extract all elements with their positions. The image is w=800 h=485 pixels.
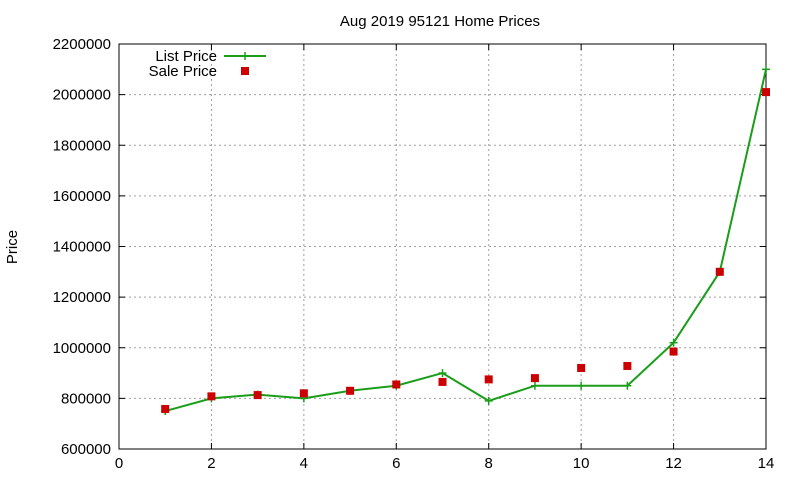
- y-tick-label: 1200000: [53, 289, 111, 306]
- data-point: [762, 65, 770, 74]
- legend-marker: [241, 52, 249, 60]
- data-point: [299, 389, 308, 398]
- data-point: [438, 377, 447, 386]
- chart-title: Aug 2019 95121 Home Prices: [340, 13, 540, 30]
- data-point: [762, 88, 770, 97]
- y-tick-label: 2000000: [53, 87, 111, 104]
- y-tick-label: 1000000: [53, 340, 111, 357]
- data-point: [438, 369, 447, 378]
- series-list-price: [161, 65, 770, 416]
- y-tick-label: 800000: [61, 390, 111, 407]
- x-tick-label: 12: [665, 455, 682, 472]
- y-axis-label: Price: [4, 230, 21, 264]
- y-tick-label: 2200000: [53, 36, 111, 53]
- data-point: [577, 364, 586, 372]
- y-tick-label: 600000: [61, 441, 111, 458]
- data-point: [715, 267, 724, 276]
- y-tick-label: 1600000: [53, 188, 111, 205]
- x-tick-label: 14: [758, 455, 775, 472]
- legend-entry: Sale Price: [149, 63, 249, 80]
- legend-entry: List Price: [155, 48, 266, 65]
- x-tick-label: 0: [115, 455, 123, 472]
- axes: 0 2 4 6 8 10 12 14 600000 800000 1000000 1200000 140…: [53, 36, 775, 472]
- x-tick-label: 6: [392, 455, 400, 472]
- data-point: [669, 338, 678, 347]
- data-series: [161, 65, 770, 416]
- plot-border: [118, 43, 767, 450]
- data-point: [669, 347, 678, 356]
- series-line: [164, 69, 767, 412]
- data-point: [253, 391, 262, 400]
- y-tick-label: 1800000: [53, 137, 111, 154]
- x-tick-label: 4: [300, 455, 308, 472]
- data-point: [346, 386, 355, 395]
- data-point: [161, 405, 170, 414]
- y-tick-label: 1400000: [53, 239, 111, 256]
- series-sale-price: [161, 88, 770, 414]
- grid-lines: [119, 44, 766, 449]
- x-tick-label: 2: [207, 455, 215, 472]
- legend-label: List Price: [155, 48, 217, 65]
- legend-label: Sale Price: [149, 63, 217, 80]
- data-point: [207, 392, 216, 401]
- data-point: [484, 375, 493, 384]
- x-tick-label: 8: [485, 455, 493, 472]
- x-tick-label: 10: [573, 455, 590, 472]
- data-point: [623, 381, 632, 390]
- data-point: [530, 374, 539, 383]
- data-point: [392, 380, 401, 389]
- data-point: [577, 381, 586, 390]
- data-point: [530, 381, 539, 390]
- legend-marker: [241, 67, 249, 75]
- data-point: [623, 361, 632, 370]
- data-point: [484, 396, 493, 405]
